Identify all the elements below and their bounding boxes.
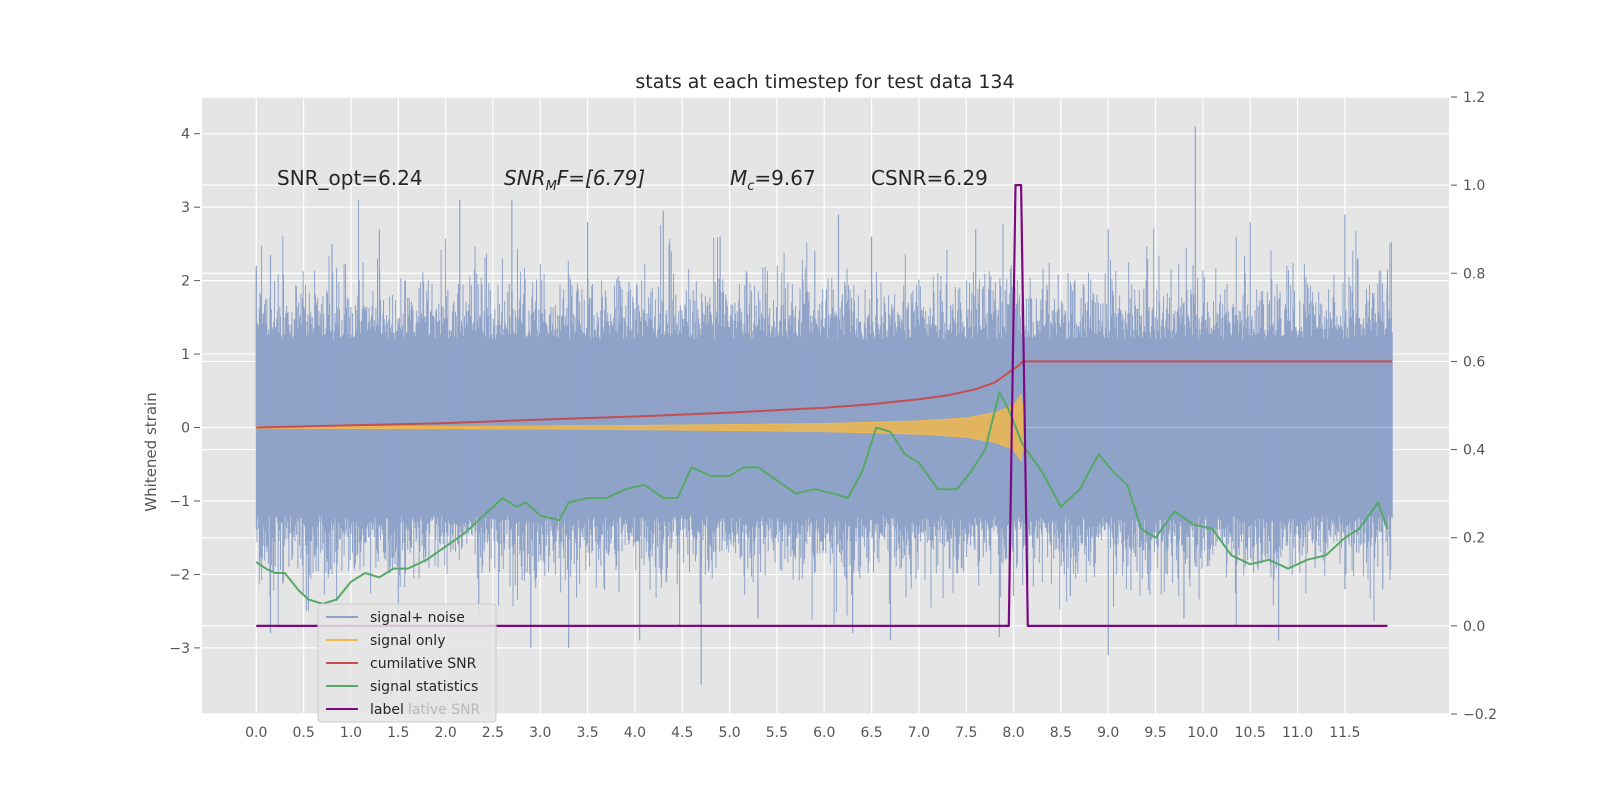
legend-label-signal-statistics: signal statistics [370,679,478,695]
x-tick-label: 2.0 [434,725,456,741]
x-tick-label: 9.0 [1097,725,1119,741]
y-tick-label-left: −3 [169,641,190,657]
x-tick-label: 0.0 [245,725,267,741]
y-tick-label-left: 4 [181,127,190,143]
y-tick-label-right: 0.8 [1463,266,1485,282]
x-tick-label: 7.0 [908,725,930,741]
signal-statistics-line [255,391,1389,605]
annotation-mc: Mc=9.67 [730,166,816,194]
x-tick-label: 9.5 [1144,725,1166,741]
y-axis-label: Whitened strain [142,392,160,511]
x-tick-label: 1.0 [340,725,362,741]
axes: 0.0 0.5 1.0 1.5 2.0 2.5 3.0 3.5 4.0 4.5 5.0 5.5 6.0 6… [169,90,1497,741]
y-tick-label-left: 2 [181,274,190,290]
legend-ghost-text: lative SNR [408,702,481,718]
legend-box [317,603,497,723]
y-tick-label-right: 0.2 [1463,531,1485,547]
legend-label-label: label [370,702,404,718]
y-tick-label-right: 0.4 [1463,443,1485,459]
x-tick-label: 4.5 [671,725,693,741]
y-tick-label-left: −1 [169,494,190,510]
annotation-csnr: CSNR=6.29 [871,166,988,190]
signal-only-line [255,393,1393,462]
y-tick-label-left: 1 [181,347,190,363]
annotations: SNR_opt=6.24 SNRMF=[6.79] Mc=9.67 CSNR=6… [277,166,988,194]
y-tick-label-right: 1.0 [1463,178,1485,194]
x-tick-label: 11.5 [1329,725,1360,741]
x-tick-label: 8.0 [1002,725,1024,741]
y-tick-label-right: 1.2 [1463,90,1485,106]
x-tick-label: 7.5 [955,725,977,741]
x-tick-label: 5.5 [766,725,788,741]
annotation-snr-mf: SNRMF=[6.79] [504,166,645,194]
label-line [256,184,1388,627]
x-tick-label: 10.0 [1187,725,1218,741]
series-layer [255,184,1393,627]
x-tick-label: 11.0 [1282,725,1313,741]
y-tick-label-left: −2 [169,567,190,583]
y-tick-label-right: −0.2 [1463,707,1497,723]
legend-label-signal-noise: signal+ noise [370,610,465,626]
annotation-snr-opt: SNR_opt=6.24 [277,166,423,190]
x-tick-label: 0.5 [292,725,314,741]
x-tick-label: 3.5 [576,725,598,741]
chart-title: stats at each timestep for test data 134 [635,71,1014,93]
x-tick-label: 3.0 [529,725,551,741]
legend-label-cumulative-snr: cumilative SNR [370,656,477,672]
legend-label-signal-only: signal only [370,633,445,649]
y-tick-label-right: 0.0 [1463,619,1485,635]
x-tick-label: 5.0 [718,725,740,741]
x-tick-label: 6.5 [860,725,882,741]
y-tick-label-left: 0 [181,421,190,437]
x-tick-label: 8.5 [1050,725,1072,741]
x-tick-label: 1.5 [387,725,409,741]
x-tick-label: 2.5 [482,725,504,741]
x-tick-label: 6.0 [813,725,835,741]
x-tick-label: 4.0 [624,725,646,741]
x-tick-label: 10.5 [1235,725,1266,741]
y-tick-label-left: 3 [181,200,190,216]
legend: lative SNR signal+ noise signal only cum… [317,603,497,723]
y-tick-label-right: 0.6 [1463,354,1485,370]
